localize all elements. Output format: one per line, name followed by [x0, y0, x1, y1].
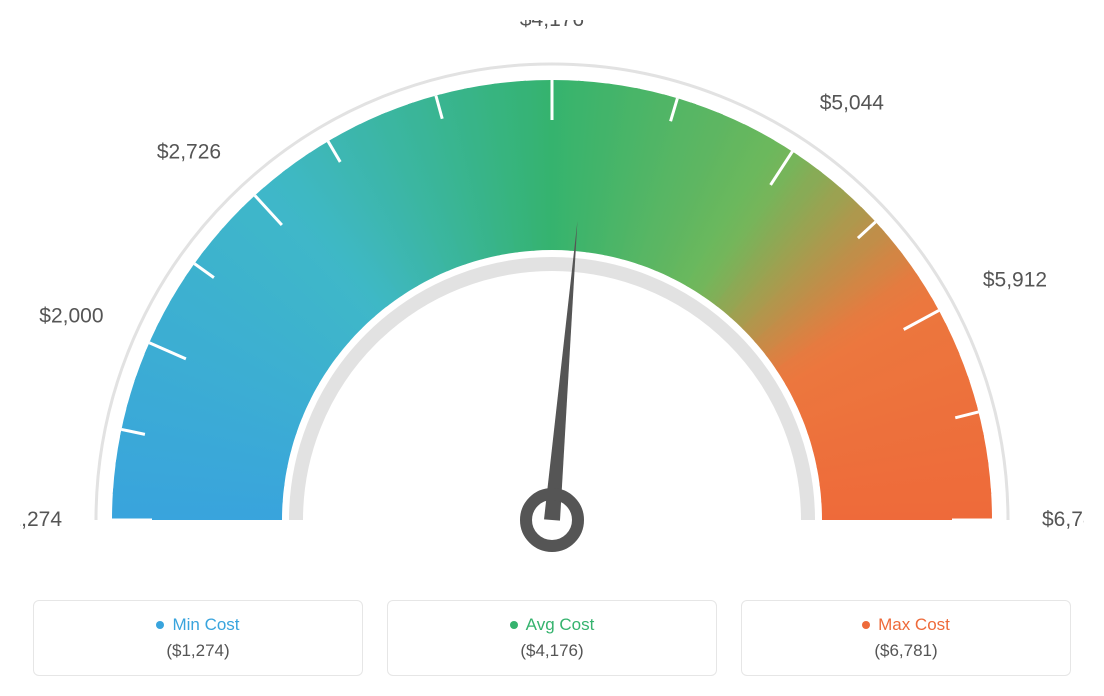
legend-value: ($4,176) [398, 641, 706, 661]
legend-label-text: Max Cost [878, 615, 950, 635]
legend-label: Max Cost [862, 615, 950, 635]
legend-value: ($6,781) [752, 641, 1060, 661]
legend-label: Avg Cost [510, 615, 595, 635]
legend-label: Min Cost [156, 615, 239, 635]
legend-row: Min Cost ($1,274) Avg Cost ($4,176) Max Cost… [20, 600, 1084, 676]
legend-value: ($1,274) [44, 641, 352, 661]
gauge-scale-label: $5,044 [820, 92, 885, 115]
gauge-scale-label: $2,726 [157, 141, 221, 164]
gauge-scale-label: $2,000 [39, 305, 103, 328]
legend-card-min: Min Cost ($1,274) [33, 600, 363, 676]
gauge-scale-label: $6,781 [1042, 508, 1084, 531]
legend-dot-icon [156, 621, 164, 629]
legend-card-max: Max Cost ($6,781) [741, 600, 1071, 676]
legend-card-avg: Avg Cost ($4,176) [387, 600, 717, 676]
gauge-scale-label: $4,176 [520, 20, 584, 31]
gauge-scale-label: $5,912 [983, 269, 1047, 292]
legend-label-text: Min Cost [172, 615, 239, 635]
cost-gauge-chart: $1,274 $2,000 $2,726 $4,176 $5,044 $5,912 $6,7… [20, 20, 1084, 580]
legend-dot-icon [510, 621, 518, 629]
legend-label-text: Avg Cost [526, 615, 595, 635]
gauge-scale-label: $1,274 [20, 508, 62, 531]
legend-dot-icon [862, 621, 870, 629]
gauge-svg: $1,274 $2,000 $2,726 $4,176 $5,044 $5,912 $6,7… [20, 20, 1084, 580]
